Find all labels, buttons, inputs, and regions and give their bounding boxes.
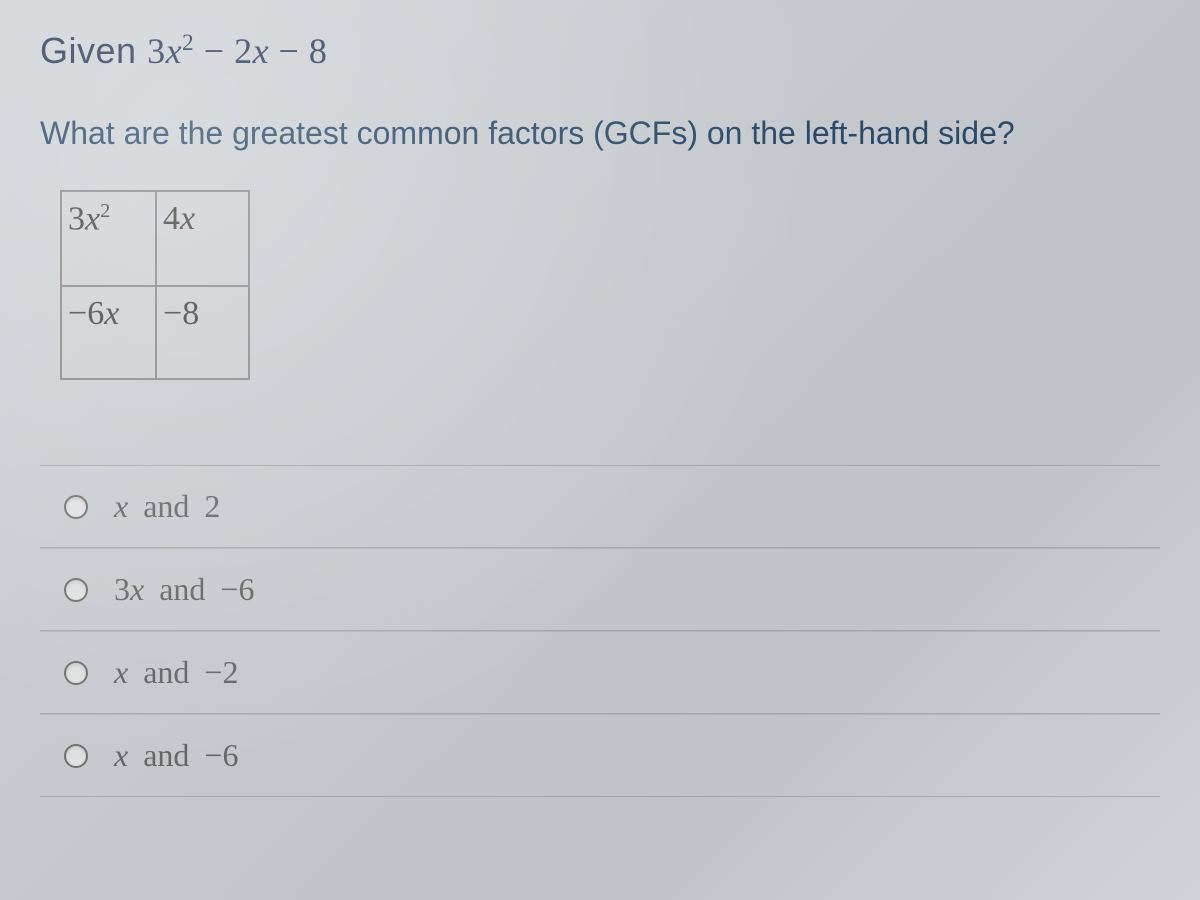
box-row-1: −6x −8 [60, 285, 250, 380]
given-expression: Given 3x2 − 2x − 8 [40, 30, 1160, 72]
box-cell-1-0: −6x [60, 285, 155, 380]
radio-icon[interactable] [64, 661, 88, 685]
option-b-text: 3x and −6 [114, 571, 254, 608]
option-b[interactable]: 3x and −6 [40, 548, 1160, 631]
option-a[interactable]: x and 2 [40, 465, 1160, 548]
option-a-text: x and 2 [114, 488, 220, 525]
option-c[interactable]: x and −2 [40, 631, 1160, 714]
given-label: Given [40, 30, 137, 71]
polynomial: 3x2 − 2x − 8 [147, 31, 327, 71]
radio-icon[interactable] [64, 495, 88, 519]
box-cell-0-0: 3x2 [60, 190, 155, 285]
option-d[interactable]: x and −6 [40, 714, 1160, 797]
answer-options: x and 2 3x and −6 x and −2 x and −6 [40, 465, 1160, 797]
radio-icon[interactable] [64, 744, 88, 768]
option-d-text: x and −6 [114, 737, 238, 774]
box-row-0: 3x2 4x [60, 190, 250, 285]
radio-icon[interactable] [64, 578, 88, 602]
question-text: What are the greatest common factors (GC… [40, 112, 1160, 155]
box-method-grid: 3x2 4x −6x −8 [60, 190, 250, 380]
option-c-text: x and −2 [114, 654, 238, 691]
box-cell-0-1: 4x [155, 190, 250, 285]
box-cell-1-1: −8 [155, 285, 250, 380]
